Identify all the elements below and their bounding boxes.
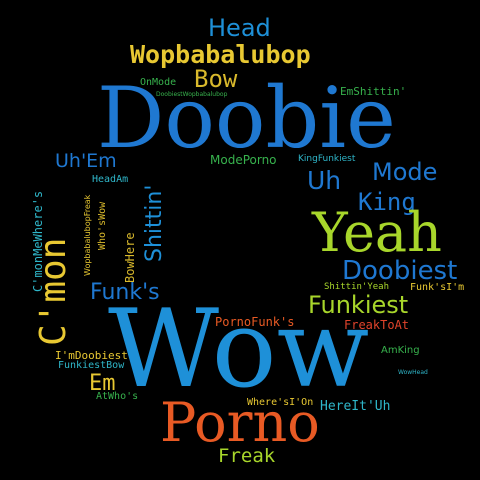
word-em: Em bbox=[89, 371, 116, 396]
word-kingfunkiest: KingFunkiest bbox=[298, 154, 356, 164]
word-whereslon: Where'sI'On bbox=[247, 397, 314, 408]
word-pornofunks: PornoFunk's bbox=[215, 315, 295, 329]
word-funksim: Funk'sI'm bbox=[410, 282, 465, 293]
word-headam: HeadAm bbox=[92, 174, 129, 185]
word-head: Head bbox=[208, 14, 271, 42]
word-king: King bbox=[358, 188, 416, 216]
word-shittin-vertical: Shittin' bbox=[142, 184, 167, 262]
word-cmon-vertical: C'mon bbox=[33, 237, 74, 346]
word-porno: Porno bbox=[160, 391, 320, 454]
word-onmode: OnMode bbox=[140, 77, 177, 88]
word-funkiestbow: FunkiestBow bbox=[58, 360, 125, 371]
word-doobiestwopbabalubop: DoobiestWopbabalubop bbox=[156, 91, 228, 98]
word-emshittin: EmShittin' bbox=[340, 85, 407, 98]
word-wow: Wow bbox=[108, 287, 370, 412]
word-wopbabalubop: Wopbabalubop bbox=[130, 40, 311, 69]
word-mode: Mode bbox=[372, 158, 438, 186]
word-freak: Freak bbox=[218, 445, 276, 467]
word-modeporno: ModePorno bbox=[210, 153, 277, 167]
word-whoswow-vertical: Who'sWow bbox=[97, 201, 108, 250]
word-funks: Funk's bbox=[90, 280, 160, 305]
word-bowhere-vertical: BowHere bbox=[123, 232, 137, 283]
word-uh: Uh bbox=[307, 166, 342, 195]
word-shittinyeah: Shittin'Yeah bbox=[324, 282, 390, 292]
word-uh-em: Uh'Em bbox=[55, 150, 117, 172]
word-doobiest: Doobiest bbox=[342, 256, 458, 286]
word-atwhos: AtWho's bbox=[96, 391, 139, 402]
word-bow: Bow bbox=[194, 65, 238, 93]
word-wopbabalubopfreak-vertical: WopbabalubopFreak bbox=[83, 194, 92, 276]
word-yeah: Yeah bbox=[312, 201, 442, 264]
word-freaktoat: FreakToAt bbox=[344, 318, 410, 332]
word-doobie: Doobie bbox=[97, 69, 396, 167]
word-hereituh: HereIt'Uh bbox=[320, 399, 391, 414]
word-funkiest: Funkiest bbox=[308, 291, 409, 319]
word-wowhead: WowHead bbox=[398, 369, 428, 376]
word-amking: AmKing bbox=[381, 345, 420, 356]
word-imdoobiest: I'mDoobiest bbox=[55, 349, 128, 362]
